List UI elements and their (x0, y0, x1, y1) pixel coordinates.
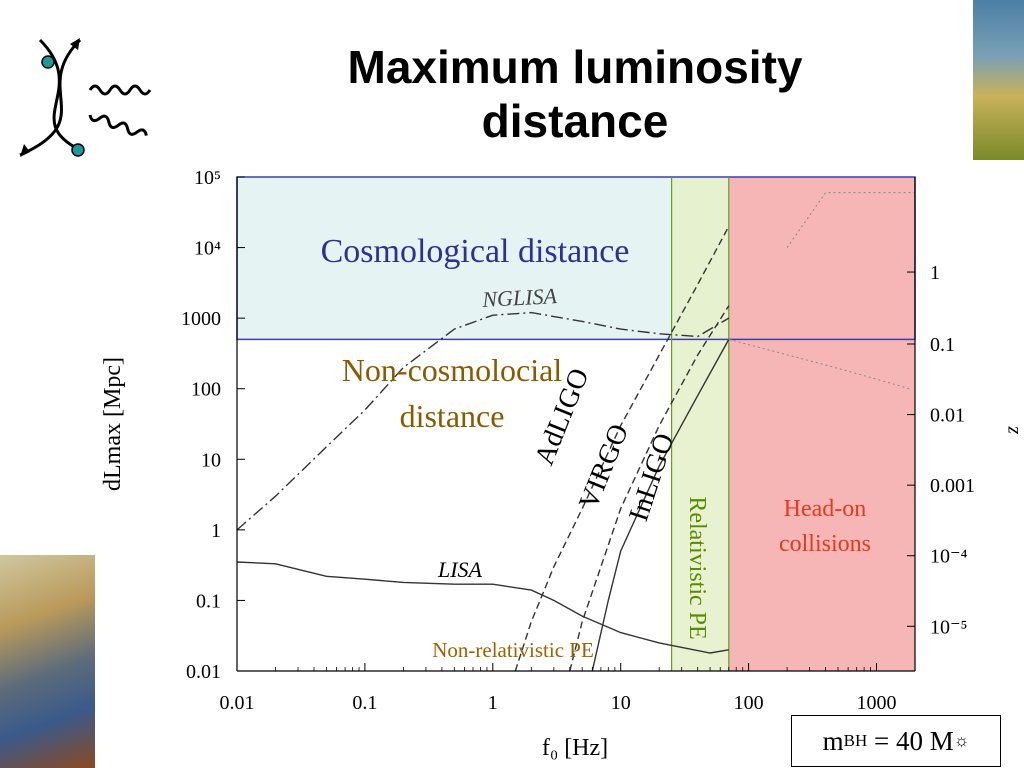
x-tick-label: 0.01 (220, 692, 255, 714)
curve-adligo (514, 225, 730, 672)
y-tick-label: 10 (201, 449, 221, 471)
right-tick-label: 0.001 (930, 475, 975, 497)
x-tick-label: 1000 (856, 692, 896, 714)
right-tick-label: 10⁻⁴ (930, 546, 968, 568)
x-tick-label: 0.1 (352, 692, 377, 714)
regions-layer (236, 176, 916, 671)
x-tick-label: 10 (611, 692, 631, 714)
curve-nglisa (236, 311, 730, 531)
curve-inligo (591, 339, 730, 672)
x-tick-label: 100 (734, 692, 764, 714)
lisa-label: LISA (437, 557, 483, 582)
right-tick-label: 10⁻⁵ (930, 616, 968, 638)
y-tick-label: 10⁴ (194, 238, 221, 260)
mass-label-sub: BH (843, 731, 868, 750)
headon-upper-curve (786, 192, 915, 248)
axes-layer: 0.01 0.1 1 10 100 1000 0.01 0.1 1 10 100 1000 10⁴ 10⁵… (100, 167, 1023, 761)
y-tick-label: 10⁵ (194, 167, 221, 189)
head-on-label: Head-on (784, 496, 867, 522)
collisions-label: collisions (779, 531, 871, 557)
y-tick-label: 1 (211, 520, 221, 542)
mass-label-middle: = 40 M (867, 725, 954, 756)
relativistic-region (671, 177, 729, 671)
non-cosmological-label-2: distance (400, 398, 505, 434)
non-cosmological-label: Non-cosmolocial (342, 352, 563, 388)
sun-symbol: ☼ (953, 731, 970, 750)
x-axis-label: f₀ [Hz] (542, 735, 608, 761)
right-axis-label: z (1001, 426, 1023, 435)
non-relativistic-pe-label: Non-relativistic PE (432, 638, 594, 662)
labels-layer: Cosmological distance Non-cosmolocial dist… (321, 233, 871, 662)
slide-title: Maximum luminosity distance (240, 40, 910, 148)
feynman-diagram-icon (19, 38, 152, 157)
mass-label-prefix: m (822, 725, 844, 756)
y-tick-label: 100 (191, 379, 221, 401)
mass-label: m BH = 40 M ☼ (791, 715, 1001, 767)
painting-fragment-left (0, 555, 95, 768)
y-axis-label: dLmax [Mpc] (100, 357, 126, 491)
head-on-region (728, 177, 915, 671)
virgo-label: VIRGO (573, 420, 635, 514)
slide-title-line-2: distance (481, 95, 669, 147)
nglisa-label: NGLISA (481, 283, 558, 312)
x-tick-label: 1 (488, 692, 498, 714)
curve-lisa (236, 561, 729, 654)
y-tick-label: 0.1 (196, 590, 221, 612)
right-tick-label: 0.01 (930, 405, 965, 427)
headon-lower-curve (728, 338, 910, 390)
painting-fragment-right (973, 0, 1024, 160)
right-tick-label: 1 (930, 262, 940, 284)
cosmological-distance-label: Cosmological distance (321, 233, 630, 270)
y-tick-label: 1000 (181, 308, 221, 330)
curves-layer (236, 192, 915, 672)
right-tick-label: 0.1 (930, 334, 955, 356)
relativistic-pe-label: Relativistic PE (684, 496, 710, 639)
y-tick-label: 0.01 (186, 661, 221, 683)
slide-title-line-1: Maximum luminosity (347, 41, 803, 93)
